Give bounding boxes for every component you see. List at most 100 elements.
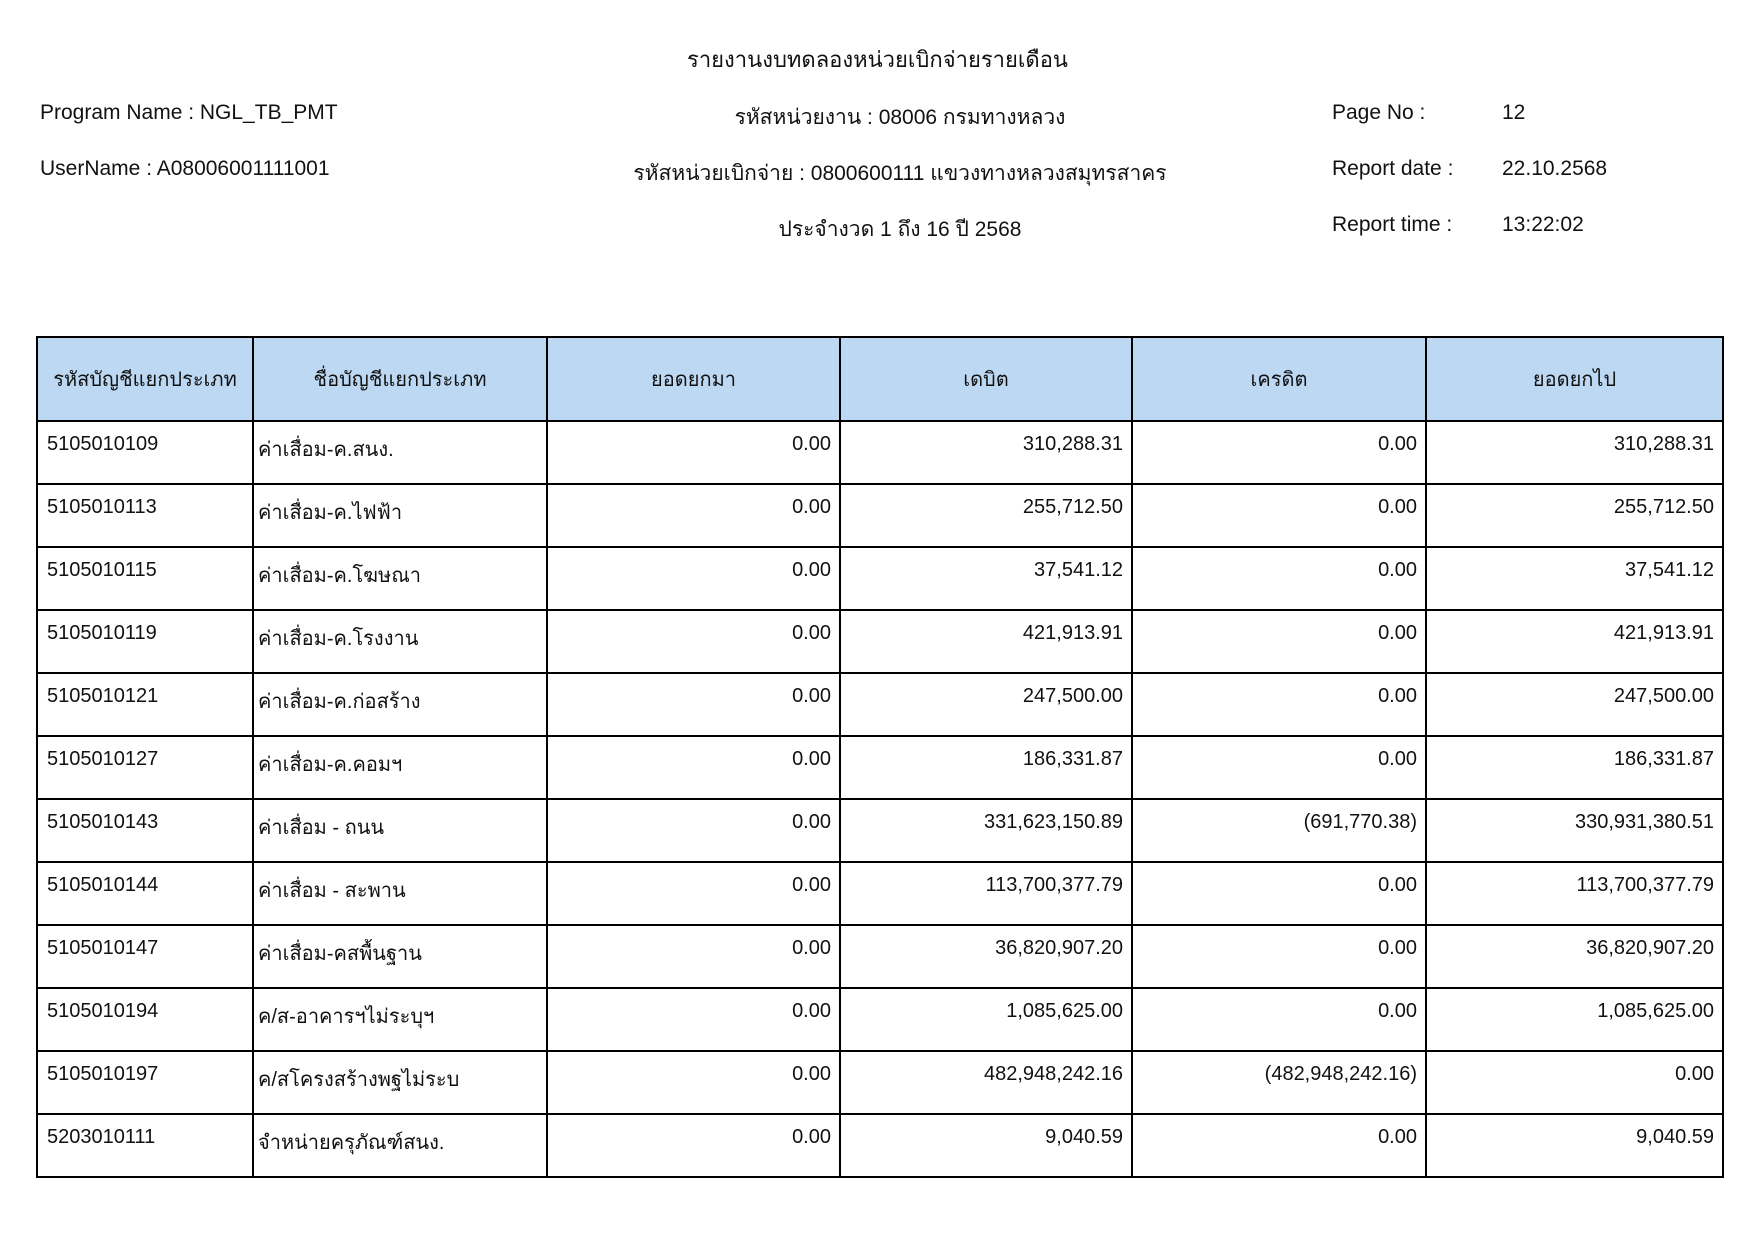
brought-forward-cell: 0.00: [546, 735, 841, 800]
trial-balance-table: รหัสบัญชีแยกประเภท ชื่อบัญชีแยกประเภท ยอดย…: [36, 336, 1724, 1178]
table-row: 5105010109 ค่าเสื่อม-ค.สนง. 0.00 310,288.31…: [36, 420, 1724, 485]
period-line: ประจำงวด 1 ถึง 16 ปี 2568: [778, 218, 1022, 241]
credit-cell: 0.00: [1131, 861, 1427, 926]
col-header-account-code: รหัสบัญชีแยกประเภท: [36, 336, 254, 422]
agency-code-line: รหัสหน่วยงาน : 08006 กรมทางหลวง: [734, 106, 1066, 129]
table-row: 5105010144 ค่าเสื่อม - สะพาน 0.00 113,700,3…: [36, 861, 1724, 926]
debit-cell: 9,040.59: [839, 1113, 1133, 1178]
account-code-cell: 5105010109: [36, 420, 254, 485]
table-body: 5105010109 ค่าเสื่อม-ค.สนง. 0.00 310,288.31…: [36, 420, 1724, 1178]
brought-forward-cell: 0.00: [546, 1050, 841, 1115]
debit-cell: 37,541.12: [839, 546, 1133, 611]
page-no-value: 12: [1502, 101, 1526, 124]
brought-forward-cell: 0.00: [546, 483, 841, 548]
account-code-cell: 5105010119: [36, 609, 254, 674]
brought-forward-cell: 0.00: [546, 987, 841, 1052]
carried-forward-cell: 113,700,377.79: [1425, 861, 1724, 926]
debit-cell: 255,712.50: [839, 483, 1133, 548]
credit-cell: 0.00: [1131, 924, 1427, 989]
credit-cell: 0.00: [1131, 1113, 1427, 1178]
carried-forward-cell: 330,931,380.51: [1425, 798, 1724, 863]
table-row: 5203010111 จำหน่ายครุภัณฑ์สนง. 0.00 9,040.5…: [36, 1113, 1724, 1178]
brought-forward-cell: 0.00: [546, 546, 841, 611]
debit-cell: 1,085,625.00: [839, 987, 1133, 1052]
carried-forward-cell: 421,913.91: [1425, 609, 1724, 674]
account-code-cell: 5105010194: [36, 987, 254, 1052]
account-code-cell: 5105010147: [36, 924, 254, 989]
credit-cell: 0.00: [1131, 420, 1427, 485]
carried-forward-cell: 247,500.00: [1425, 672, 1724, 737]
col-header-account-name: ชื่อบัญชีแยกประเภท: [252, 336, 548, 422]
program-name-line: Program Name : NGL_TB_PMT: [40, 101, 338, 124]
carried-forward-cell: 255,712.50: [1425, 483, 1724, 548]
brought-forward-cell: 0.00: [546, 1113, 841, 1178]
carried-forward-cell: 36,820,907.20: [1425, 924, 1724, 989]
account-code-cell: 5105010197: [36, 1050, 254, 1115]
report-time-label: Report time :: [1332, 213, 1453, 236]
debit-cell: 113,700,377.79: [839, 861, 1133, 926]
col-header-carried-forward: ยอดยกไป: [1425, 336, 1724, 422]
carried-forward-cell: 37,541.12: [1425, 546, 1724, 611]
account-name-cell: ค/สโครงสร้างพฐไม่ระบ: [252, 1050, 548, 1115]
account-name-cell: ค่าเสื่อม-ค.ไฟฟ้า: [252, 483, 548, 548]
brought-forward-cell: 0.00: [546, 609, 841, 674]
table-row: 5105010127 ค่าเสื่อม-ค.คอมฯ 0.00 186,331.87…: [36, 735, 1724, 800]
account-name-cell: ค่าเสื่อม-ค.ก่อสร้าง: [252, 672, 548, 737]
table-header-row: รหัสบัญชีแยกประเภท ชื่อบัญชีแยกประเภท ยอดย…: [36, 336, 1724, 422]
table-row: 5105010194 ค/ส-อาคารฯไม่ระบุฯ 0.00 1,085,62…: [36, 987, 1724, 1052]
table-row: 5105010115 ค่าเสื่อม-ค.โฆษณา 0.00 37,541.12…: [36, 546, 1724, 611]
account-name-cell: ค่าเสื่อม-ค.โฆษณา: [252, 546, 548, 611]
report-date-value: 22.10.2568: [1502, 157, 1608, 180]
carried-forward-cell: 1,085,625.00: [1425, 987, 1724, 1052]
account-name-cell: ค่าเสื่อม-ค.คอมฯ: [252, 735, 548, 800]
table-row: 5105010121 ค่าเสื่อม-ค.ก่อสร้าง 0.00 247,50…: [36, 672, 1724, 737]
page-no-label: Page No :: [1332, 101, 1426, 124]
credit-cell: 0.00: [1131, 672, 1427, 737]
account-name-cell: จำหน่ายครุภัณฑ์สนง.: [252, 1113, 548, 1178]
credit-cell: 0.00: [1131, 609, 1427, 674]
carried-forward-cell: 186,331.87: [1425, 735, 1724, 800]
carried-forward-cell: 310,288.31: [1425, 420, 1724, 485]
brought-forward-cell: 0.00: [546, 420, 841, 485]
brought-forward-cell: 0.00: [546, 672, 841, 737]
table-row: 5105010113 ค่าเสื่อม-ค.ไฟฟ้า 0.00 255,712.5…: [36, 483, 1724, 548]
debit-cell: 482,948,242.16: [839, 1050, 1133, 1115]
carried-forward-cell: 0.00: [1425, 1050, 1724, 1115]
account-code-cell: 5105010121: [36, 672, 254, 737]
account-code-cell: 5105010143: [36, 798, 254, 863]
table-row: 5105010197 ค/สโครงสร้างพฐไม่ระบ 0.00 482,94…: [36, 1050, 1724, 1115]
account-code-cell: 5105010127: [36, 735, 254, 800]
table-row: 5105010143 ค่าเสื่อม - ถนน 0.00 331,623,150…: [36, 798, 1724, 863]
credit-cell: 0.00: [1131, 735, 1427, 800]
account-code-cell: 5105010144: [36, 861, 254, 926]
account-name-cell: ค่าเสื่อม-ค.สนง.: [252, 420, 548, 485]
credit-cell: 0.00: [1131, 987, 1427, 1052]
credit-cell: (482,948,242.16): [1131, 1050, 1427, 1115]
brought-forward-cell: 0.00: [546, 924, 841, 989]
credit-cell: 0.00: [1131, 546, 1427, 611]
account-name-cell: ค่าเสื่อม - สะพาน: [252, 861, 548, 926]
table-row: 5105010147 ค่าเสื่อม-คสพื้นฐาน 0.00 36,820,…: [36, 924, 1724, 989]
account-name-cell: ค่าเสื่อม - ถนน: [252, 798, 548, 863]
report-time-value: 13:22:02: [1502, 213, 1584, 236]
brought-forward-cell: 0.00: [546, 861, 841, 926]
account-name-cell: ค่าเสื่อม-คสพื้นฐาน: [252, 924, 548, 989]
account-code-cell: 5105010113: [36, 483, 254, 548]
credit-cell: 0.00: [1131, 483, 1427, 548]
col-header-credit: เครดิต: [1131, 336, 1427, 422]
debit-cell: 310,288.31: [839, 420, 1133, 485]
account-code-cell: 5203010111: [36, 1113, 254, 1178]
report-date-label: Report date :: [1332, 157, 1454, 180]
report-title: รายงานงบทดลองหน่วยเบิกจ่ายรายเดือน: [687, 47, 1068, 72]
credit-cell: (691,770.38): [1131, 798, 1427, 863]
debit-cell: 331,623,150.89: [839, 798, 1133, 863]
debit-cell: 247,500.00: [839, 672, 1133, 737]
disbursing-unit-line: รหัสหน่วยเบิกจ่าย : 0800600111 แขวงทางหล…: [633, 162, 1167, 185]
debit-cell: 421,913.91: [839, 609, 1133, 674]
table-row: 5105010119 ค่าเสื่อม-ค.โรงงาน 0.00 421,913.…: [36, 609, 1724, 674]
brought-forward-cell: 0.00: [546, 798, 841, 863]
account-name-cell: ค่าเสื่อม-ค.โรงงาน: [252, 609, 548, 674]
debit-cell: 186,331.87: [839, 735, 1133, 800]
username-line: UserName : A08006001111001: [40, 157, 330, 180]
col-header-brought-forward: ยอดยกมา: [546, 336, 841, 422]
